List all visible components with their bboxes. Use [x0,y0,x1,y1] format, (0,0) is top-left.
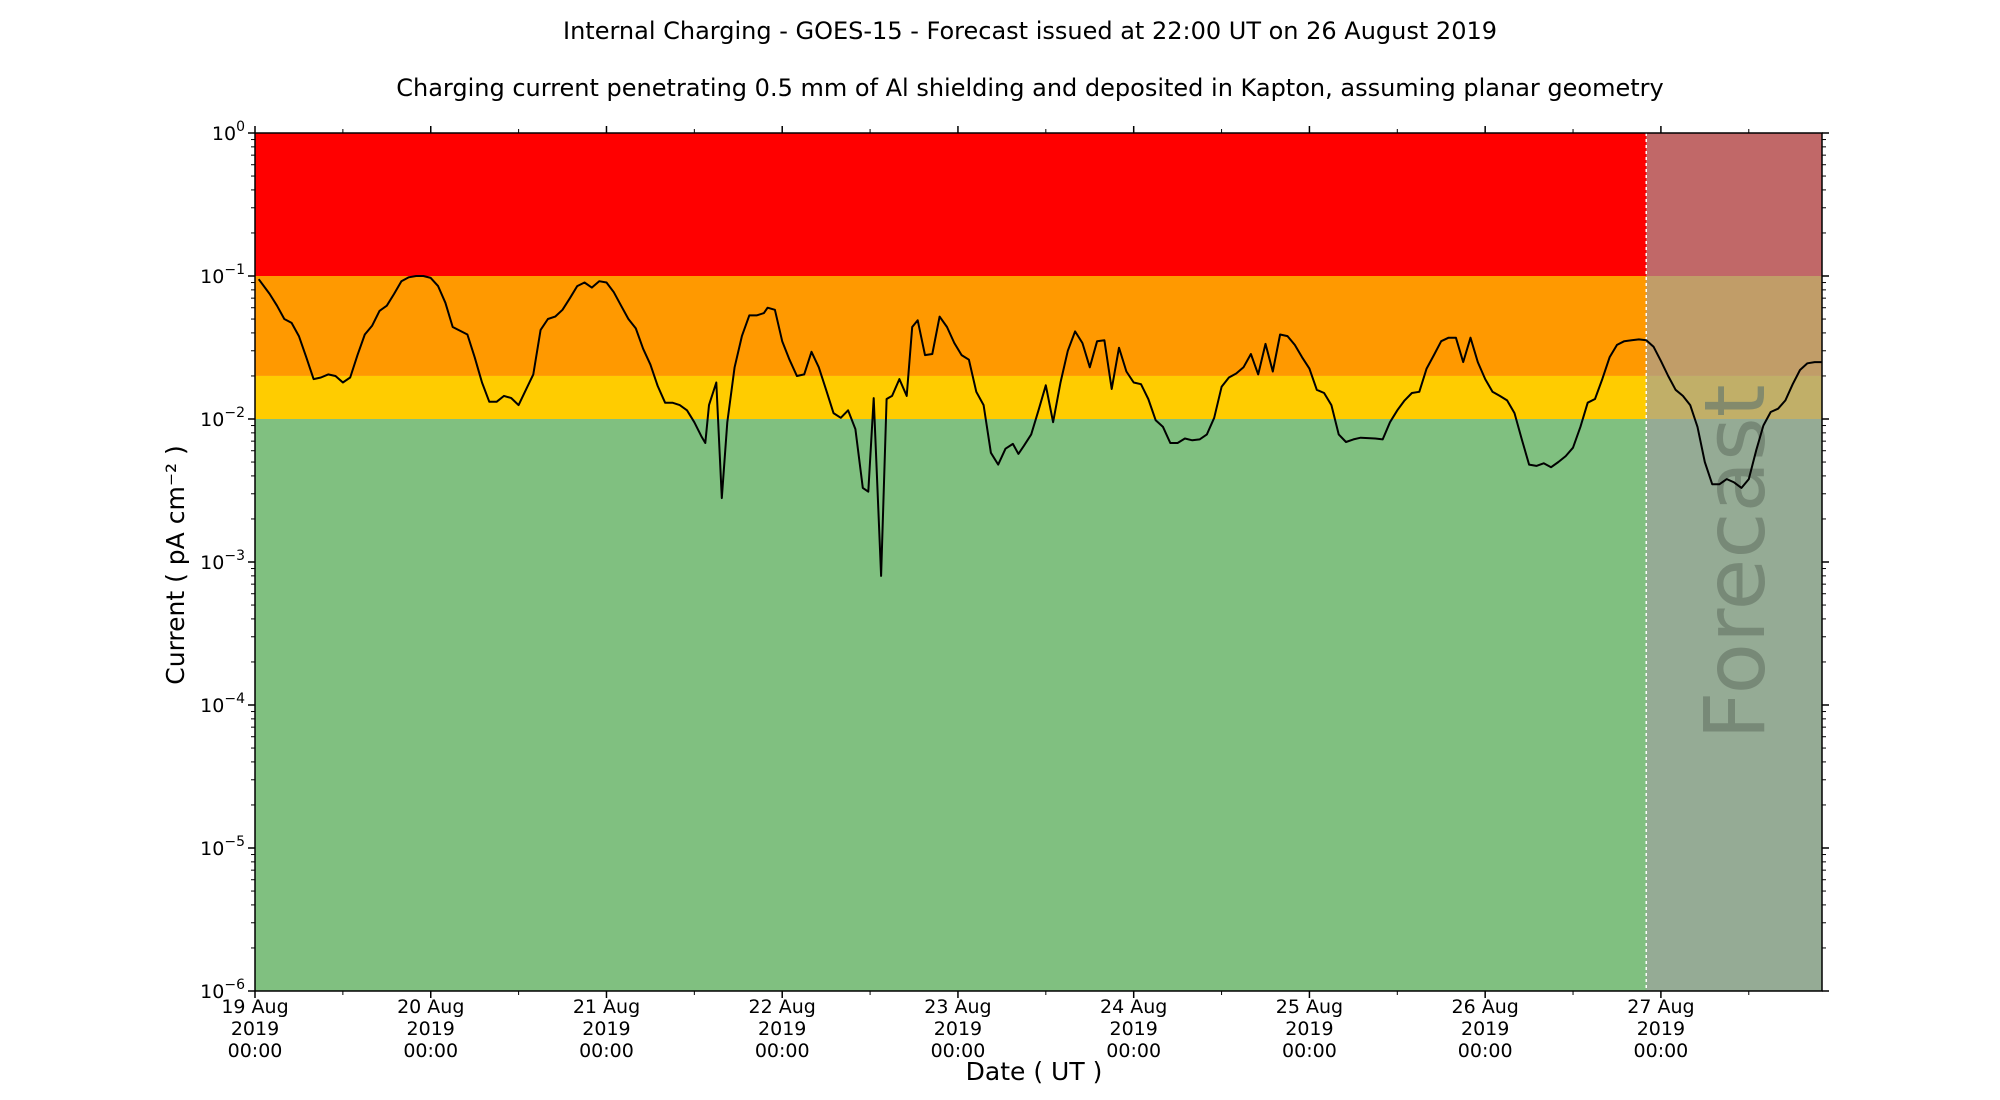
y-axis: 10−6 10−5 10−4 10−3 10−2 10−1 100 [200,119,1829,1003]
x-tick-label: 00:00 [931,1040,986,1062]
x-tick-label: 2019 [1461,1018,1509,1040]
forecast-overlay [1646,133,1822,991]
x-tick-label: 00:00 [1106,1040,1161,1062]
x-tick-label: 26 Aug [1452,996,1519,1018]
chart-subtitle: Charging current penetrating 0.5 mm of A… [396,74,1664,102]
y-tick-label: 10−2 [200,405,245,431]
x-tick-label: 25 Aug [1276,996,1343,1018]
x-tick-label: 2019 [407,1018,455,1040]
x-tick-label: 2019 [231,1018,279,1040]
forecast-label: Forecast [1686,384,1784,739]
x-tick-label: 2019 [1110,1018,1158,1040]
x-tick-label: 00:00 [228,1040,283,1062]
x-tick-label: 2019 [582,1018,630,1040]
x-tick-label: 24 Aug [1100,996,1167,1018]
x-tick-label: 00:00 [755,1040,810,1062]
x-tick-label: 2019 [934,1018,982,1040]
x-tick-label: 00:00 [1282,1040,1337,1062]
forecast-region: Forecast [1645,133,1822,991]
x-tick-label: 19 Aug [221,996,288,1018]
y-tick-label: 10−3 [200,548,245,574]
x-axis-label: Date ( UT ) [966,1057,1103,1086]
x-tick-label: 2019 [1637,1018,1685,1040]
y-tick-label: 100 [212,119,245,145]
x-tick-label: 21 Aug [573,996,640,1018]
x-tick-label: 00:00 [579,1040,634,1062]
x-tick-label: 00:00 [1458,1040,1513,1062]
data-series [257,275,1822,577]
y-tick-label: 10−4 [200,691,245,717]
x-tick-label: 2019 [758,1018,806,1040]
x-tick-label: 23 Aug [924,996,991,1018]
y-tick-label: 10−6 [200,977,245,1003]
y-tick-label: 10−1 [200,262,245,288]
x-tick-label: 00:00 [403,1040,458,1062]
threshold-band-0 [255,133,1822,276]
y-axis-label: Current ( pA cm⁻² ) [161,445,190,684]
x-tick-label: 2019 [1285,1018,1333,1040]
y-tick-label: 10−5 [200,834,245,860]
series-line-0 [257,275,1822,577]
x-tick-label: 20 Aug [397,996,464,1018]
x-tick-label: 00:00 [1634,1040,1689,1062]
x-tick-label: 27 Aug [1627,996,1694,1018]
threshold-bands [255,133,1822,991]
x-tick-label: 22 Aug [749,996,816,1018]
threshold-band-1 [255,276,1822,376]
chart-title: Internal Charging - GOES-15 - Forecast i… [563,17,1497,45]
threshold-band-3 [255,419,1822,991]
